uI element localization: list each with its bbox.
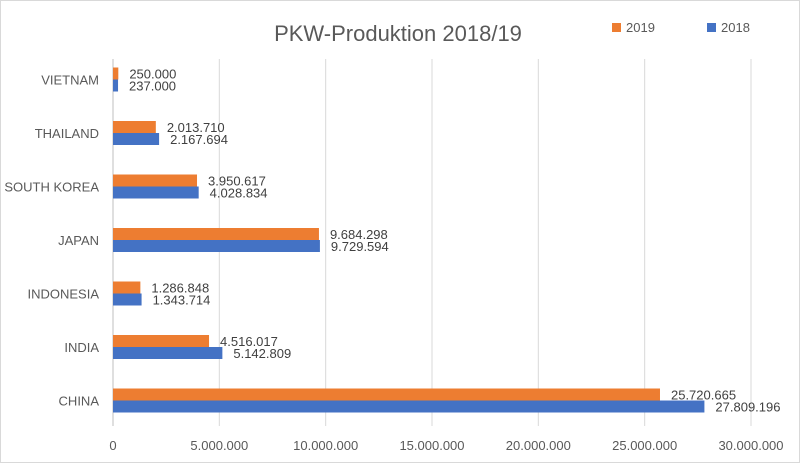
bars — [113, 67, 705, 413]
x-tick-label: 0 — [109, 438, 116, 453]
data-label-2018: 4.028.834 — [210, 186, 268, 201]
data-label-2019: 25.720.665 — [671, 388, 736, 403]
value-axis-tick-labels: 0 5.000.000 10.000.000 15.000.000 20.000.000… — [109, 438, 783, 453]
data-label-2018: 5.142.809 — [233, 346, 291, 361]
category-label: INDONESIA — [27, 287, 99, 302]
bar-2019 — [113, 281, 141, 294]
bar-2018 — [113, 186, 199, 199]
legend-swatch-2018 — [707, 23, 716, 32]
data-label-2019: 4.516.017 — [220, 334, 278, 349]
bar-2019 — [113, 388, 660, 401]
bar-2019 — [113, 174, 198, 187]
bar-2019 — [113, 67, 119, 80]
category-label: VIETNAM — [41, 73, 99, 88]
x-tick-label: 10.000.000 — [293, 438, 358, 453]
x-tick-label: 20.000.000 — [506, 438, 571, 453]
x-tick-label: 15.000.000 — [399, 438, 464, 453]
category-label: INDIA — [64, 340, 99, 355]
legend-label-2018: 2018 — [721, 20, 750, 35]
bar-2018 — [113, 240, 320, 252]
data-label-2018: 237.000 — [129, 79, 176, 94]
x-tick-label: 25.000.000 — [612, 438, 677, 453]
x-tick-label: 30.000.000 — [718, 438, 783, 453]
bar-2018 — [113, 79, 119, 92]
bar-2019 — [113, 228, 319, 240]
category-label: JAPAN — [58, 233, 99, 248]
gridlines — [112, 59, 752, 426]
bar-2019 — [113, 121, 156, 133]
category-label: THAILAND — [35, 126, 99, 141]
data-label-2018: 2.167.694 — [170, 132, 228, 147]
legend: 2019 2018 — [612, 20, 750, 35]
data-label-2019: 3.950.617 — [208, 174, 266, 189]
data-label-2019: 9.684.298 — [330, 227, 388, 242]
data-label-2019: 250.000 — [129, 67, 176, 82]
data-label-2018: 1.343.714 — [153, 293, 211, 308]
bar-2019 — [113, 335, 210, 347]
category-axis-labels: VIETNAM THAILAND SOUTH KOREA JAPAN INDONESIA… — [4, 73, 99, 409]
data-label-2019: 2.013.710 — [167, 120, 225, 135]
data-label-2018: 9.729.594 — [331, 239, 389, 254]
legend-label-2019: 2019 — [626, 20, 655, 35]
bar-2018 — [113, 133, 160, 145]
legend-swatch-2019 — [612, 23, 621, 32]
data-label-2019: 1.286.848 — [151, 281, 209, 296]
category-label: CHINA — [59, 394, 100, 409]
bar-2018 — [113, 347, 223, 359]
bar-2018 — [113, 293, 142, 306]
bar-2018 — [113, 400, 705, 413]
x-tick-label: 5.000.000 — [190, 438, 248, 453]
data-label-2018: 27.809.196 — [715, 400, 780, 415]
chart-title: PKW-Produktion 2018/19 — [274, 21, 522, 46]
category-label: SOUTH KOREA — [4, 180, 99, 195]
